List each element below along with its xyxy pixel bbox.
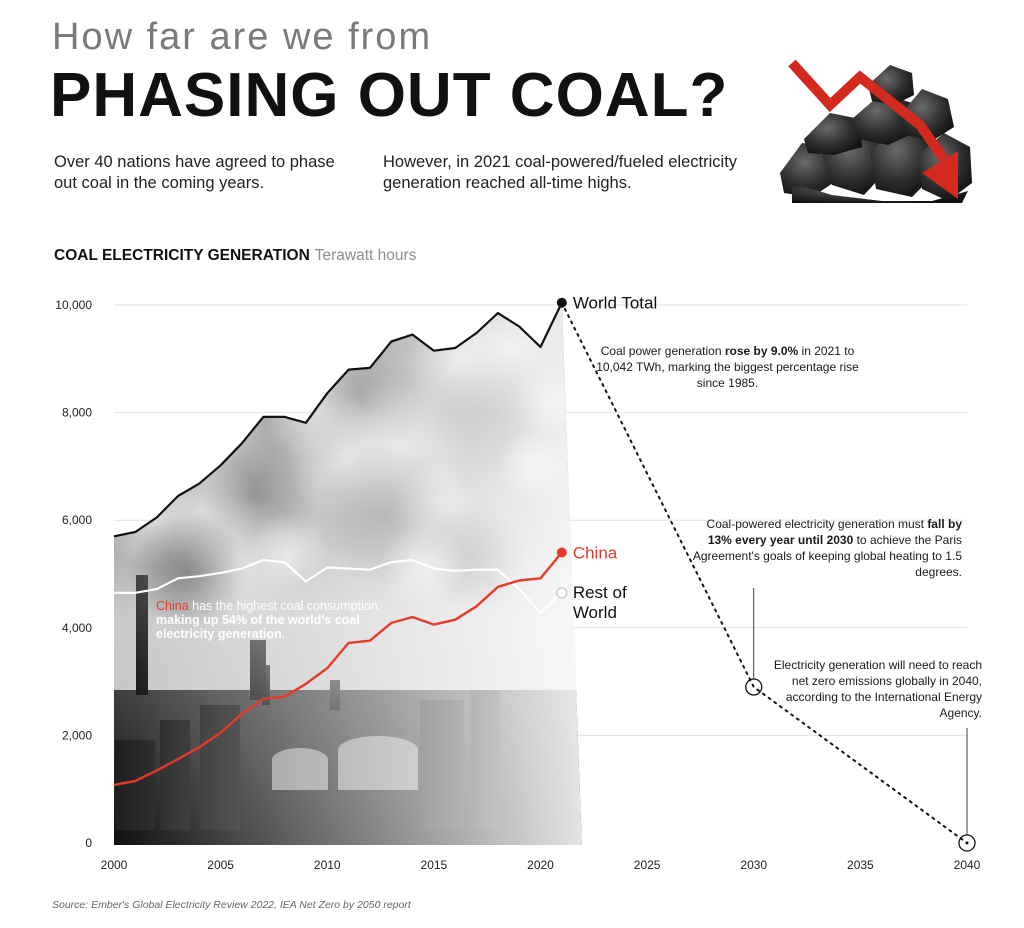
x-tick-label: 2015 [421, 858, 448, 872]
rest-of-world-line [114, 558, 563, 614]
world-total-end-point [556, 297, 567, 308]
rest-of-world-end-point [556, 587, 568, 599]
annotation-china-red: China [156, 599, 189, 613]
y-tick-label: 2,000 [62, 728, 92, 742]
x-tick-label: 2035 [847, 858, 874, 872]
rest-of-world-label: Rest of World [573, 583, 627, 622]
annotation-paris-post: to achieve the Paris Agreement's goals o… [692, 533, 962, 579]
smoke-puff [155, 302, 295, 435]
annotation-net-zero: Electricity generation will need to reac… [773, 658, 982, 720]
intro-right-text: However, in 2021 coal-powered/fueled ele… [383, 153, 738, 192]
x-tick-label: 2000 [101, 858, 128, 872]
milestone-2040-dot [965, 841, 969, 845]
annotation-china-share: China has the highest coal consumption, … [156, 599, 416, 641]
source-note: Source: Ember's Global Electricity Revie… [52, 899, 411, 911]
annotation-leaders [745, 588, 976, 852]
y-tick-label: 10,000 [55, 298, 92, 312]
y-tick-label: 0 [85, 836, 92, 850]
x-tick-label: 2040 [954, 858, 981, 872]
smoke-puff [235, 315, 315, 395]
annotation-china-bold: making up 54% of the world's coal electr… [156, 613, 360, 641]
annotation-rise-bold: rose by 9.0% [724, 344, 799, 358]
annotation-china-text: has the highest coal consumption, [188, 599, 382, 613]
annotation-paris-target: Coal-powered electricity generation must… [690, 516, 962, 580]
chart-title-unit: Terawatt hours [314, 247, 417, 264]
headline-title: PHASING OUT COAL? [50, 61, 729, 130]
x-tick-label: 2025 [634, 858, 661, 872]
y-tick-label: 8,000 [62, 406, 92, 420]
smoke-puff [114, 305, 175, 375]
annotation-china-end: . [281, 627, 286, 641]
y-tick-label: 6,000 [62, 513, 92, 527]
kicker-title: How far are we from [52, 16, 433, 58]
y-tick-label: 4,000 [62, 621, 92, 635]
annotation-paris-bold: fall by 13% every year until 2030 [707, 517, 962, 547]
rest-of-world-label-line1: Rest of [573, 583, 627, 602]
x-tick-label: 2005 [207, 858, 234, 872]
axes: 0 2,000 4,000 6,000 8,000 10,000 2000 2005 2010 2… [55, 298, 980, 872]
chart-title: COAL ELECTRICITY GENERATION Terawatt hour… [54, 247, 416, 265]
annotation-2021-rise: Coal power generation rose by 9.0% in 20… [590, 343, 865, 391]
chart-title-main: COAL ELECTRICITY GENERATION [54, 247, 310, 264]
world-total-label: World Total [573, 294, 657, 313]
china-line [113, 551, 563, 787]
china-end-point [556, 547, 567, 558]
projection-line [560, 301, 968, 844]
x-tick-label: 2010 [314, 858, 341, 872]
world-total-line [113, 302, 563, 538]
intro-left-text: Over 40 nations have agreed to phase out… [54, 153, 335, 192]
x-tick-label: 2020 [527, 858, 554, 872]
smoke-puff [131, 347, 223, 439]
annotation-rise-post: in 2021 to 10,042 TWh, marking the bigge… [596, 344, 859, 390]
annotation-rise-pre: Coal power generation [600, 344, 725, 358]
china-label: China [573, 543, 618, 562]
rest-of-world-label-line2: World [573, 603, 617, 622]
annotation-paris-pre: Coal-powered electricity generation must [706, 517, 928, 531]
coal-pile-illustration [780, 59, 972, 203]
x-tick-label: 2030 [740, 858, 767, 872]
series-lines: World Total China Rest of World [113, 294, 968, 844]
